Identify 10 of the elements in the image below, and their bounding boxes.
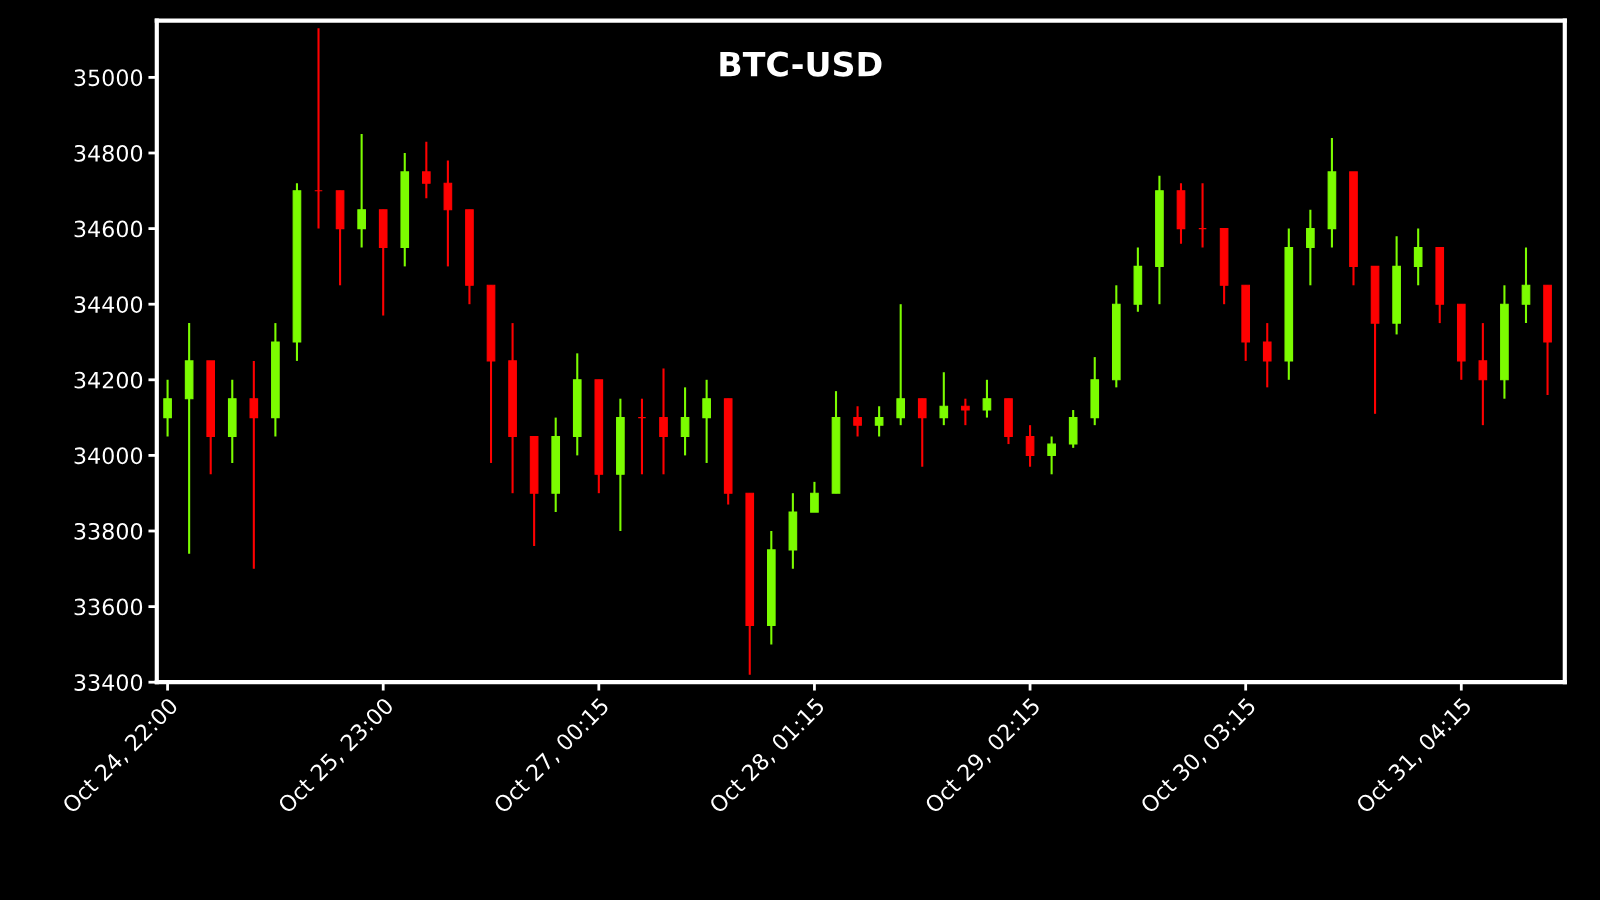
y-tick-label: 35000 [74,69,143,87]
y-tick-label: 33600 [74,598,143,616]
y-tick-label: 33800 [74,522,143,540]
y-tick-label: 34800 [74,144,143,162]
y-tick-label: 34600 [74,220,143,238]
y-tick-label: 33400 [74,674,143,691]
y-tick-label: 34400 [74,296,143,313]
text: BTC-USD [720,51,882,77]
y-tick-label: 34200 [74,371,143,389]
y-tick-label: 34000 [74,447,143,465]
